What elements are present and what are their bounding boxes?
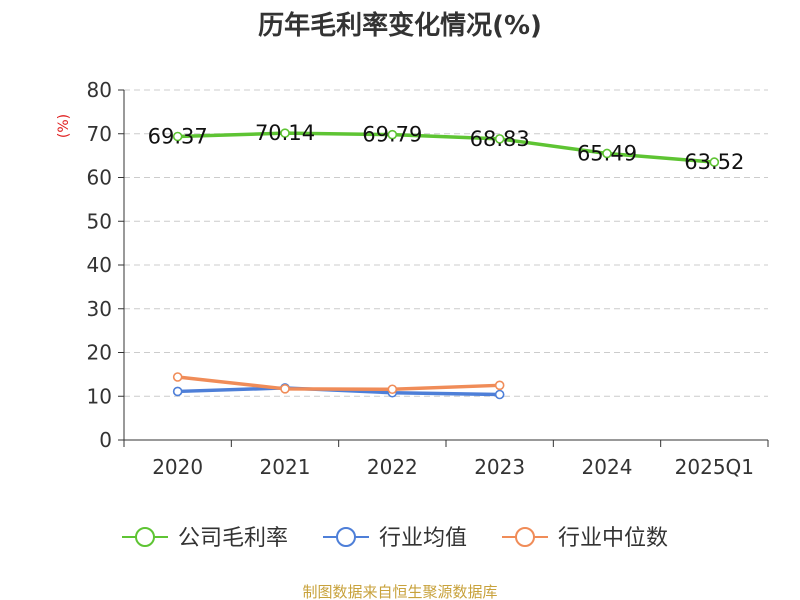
y-tick-label-0: 0 <box>99 428 112 452</box>
axes: 0 10 20 30 40 50 60 70 80 2020 2021 2022 2023 2024 202… <box>87 78 769 479</box>
point-1-2023 <box>494 389 505 400</box>
legend-marker-2 <box>515 527 535 547</box>
data-label-2022: 69.79 <box>362 123 422 147</box>
point-0-2023 <box>494 134 505 144</box>
legend-label-1: 行业均值 <box>379 526 467 551</box>
data-label-2025Q1: 63.52 <box>684 150 744 174</box>
point-2-2021 <box>280 384 290 394</box>
x-tick-label-2023: 2023 <box>474 455 525 479</box>
legend-label-0: 公司毛利率 <box>178 526 288 551</box>
y-tick-label-80: 80 <box>87 78 112 102</box>
data-label-2021: 70.14 <box>255 121 315 145</box>
point-0-2024 <box>602 148 612 159</box>
series-line-0 <box>175 131 717 164</box>
legend-marker-0 <box>135 527 155 547</box>
series-line-2 <box>175 375 502 391</box>
data-label-2024: 65.49 <box>577 141 637 165</box>
data-label-2020: 69.37 <box>148 125 208 149</box>
data-label-2023: 68.83 <box>470 127 530 151</box>
x-tick-label-2022: 2022 <box>367 455 418 479</box>
point-0-2020 <box>172 131 183 142</box>
point-0-2025Q1 <box>709 157 720 167</box>
x-tick-label-2024: 2024 <box>582 455 633 479</box>
y-tick-label-40: 40 <box>87 253 112 277</box>
legend-marker-1 <box>336 527 356 547</box>
y-axis-label: (%) <box>56 114 72 138</box>
legend: 公司毛利率 行业均值 行业中位数 <box>122 526 668 551</box>
y-tick-label-30: 30 <box>87 297 112 321</box>
legend-label-2: 行业中位数 <box>558 526 668 551</box>
point-1-2020 <box>172 386 183 397</box>
point-0-2022 <box>387 129 398 140</box>
series-layer <box>172 128 720 400</box>
y-tick-label-70: 70 <box>87 122 112 146</box>
y-tick-label-50: 50 <box>87 209 112 233</box>
x-tick-label-2020: 2020 <box>152 455 203 479</box>
y-tick-label-20: 20 <box>87 341 112 365</box>
point-2-2020 <box>172 372 183 382</box>
y-tick-label-60: 60 <box>87 166 112 190</box>
x-tick-label-2025Q1: 2025Q1 <box>675 455 754 479</box>
point-0-2021 <box>280 128 290 138</box>
gridlines <box>124 89 768 397</box>
source-note: 制图数据来自恒生聚源数据库 <box>302 583 497 600</box>
data-labels: 69.37 70.14 69.79 68.83 65.49 63.52 <box>148 121 745 174</box>
point-2-2023 <box>494 380 505 391</box>
x-tick-label-2021: 2021 <box>260 455 311 479</box>
chart-title: 历年毛利率变化情况(%) <box>258 10 542 41</box>
y-tick-label-10: 10 <box>87 384 112 408</box>
point-2-2022 <box>387 384 398 395</box>
